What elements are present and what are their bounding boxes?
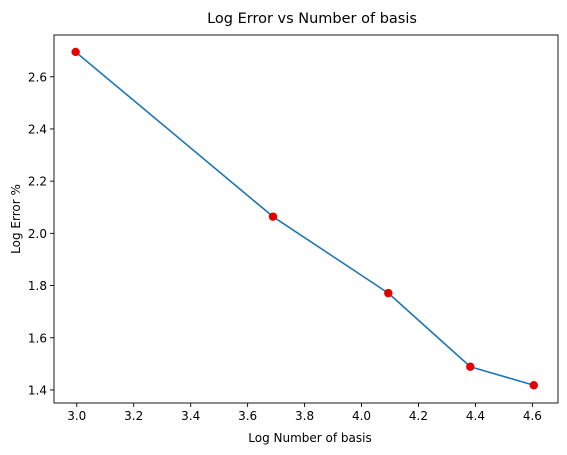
x-tick-label: 4.4 (466, 409, 485, 423)
x-tick-label: 3.4 (181, 409, 200, 423)
x-tick-label: 3.6 (238, 409, 257, 423)
y-tick-label: 2.0 (28, 227, 47, 241)
y-axis-ticks: 1.4 1.6 1.8 2.0 2.2 2.4 2.6 (28, 70, 54, 397)
y-tick-label: 1.6 (28, 331, 47, 345)
y-axis-label: Log Error % (9, 184, 23, 254)
data-point (466, 362, 475, 371)
axes-frame (53, 34, 559, 404)
x-tick-label: 3.8 (295, 409, 314, 423)
plot-area (53, 34, 559, 404)
x-tick-label: 4.2 (409, 409, 428, 423)
x-tick-label: 4.6 (523, 409, 542, 423)
chart-title: Log Error vs Number of basis (207, 11, 417, 27)
x-axis-ticks: 3.0 3.2 3.4 3.6 3.8 4.0 4.2 4.4 4.6 (67, 403, 542, 423)
y-tick-label: 1.8 (28, 279, 47, 293)
x-tick-label: 3.0 (67, 409, 86, 423)
x-tick-label: 3.2 (124, 409, 143, 423)
y-tick-label: 2.2 (28, 175, 47, 189)
y-tick-label: 2.4 (28, 122, 47, 136)
data-point (268, 212, 278, 221)
data-point (529, 381, 538, 390)
y-tick-label: 2.6 (28, 70, 47, 84)
x-axis-label: Log Number of basis (248, 431, 371, 445)
data-point (71, 47, 80, 57)
data-point (384, 288, 393, 298)
x-tick-label: 4.0 (352, 409, 371, 423)
y-tick-label: 1.4 (28, 383, 47, 397)
